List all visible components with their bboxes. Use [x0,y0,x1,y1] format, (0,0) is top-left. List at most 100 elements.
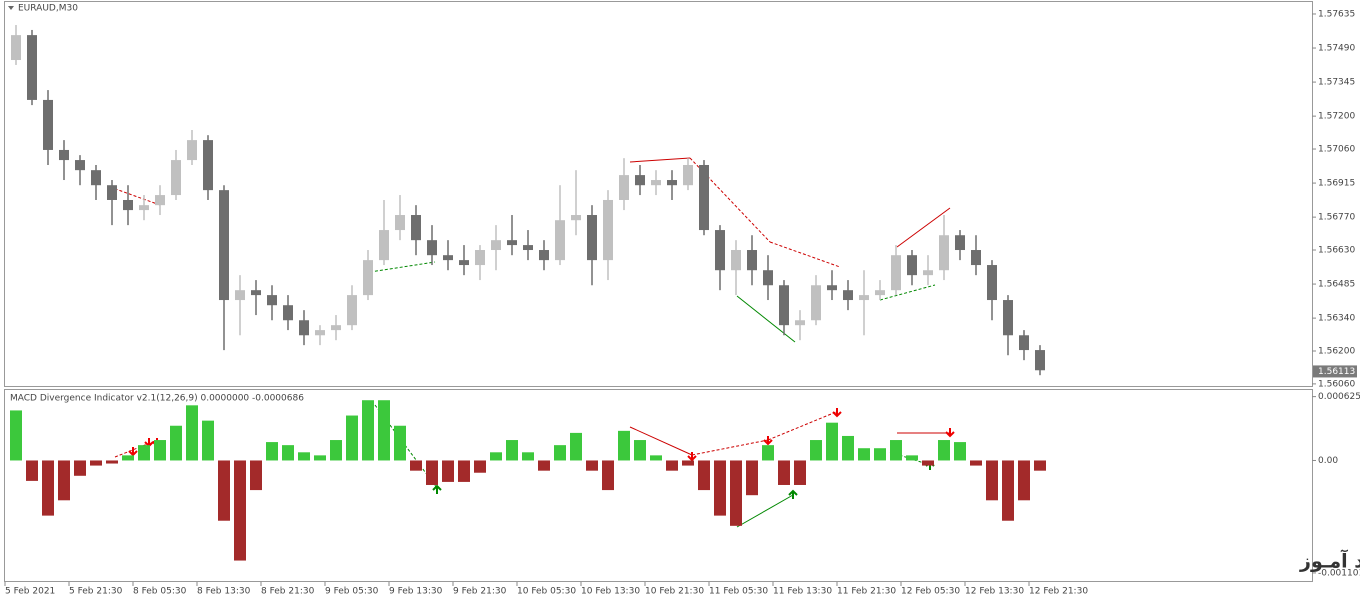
histogram-bar [314,455,326,461]
histogram-bar [474,460,486,473]
watermark: انتشار در وبسایت سـود آمـوز [1299,549,1360,573]
x-tick-label: 9 Feb 21:30 [453,587,507,597]
histogram-bar [858,448,870,461]
symbol-title: EURAUD,M30 [18,4,78,14]
candle-body [507,240,517,246]
histogram-bar [10,410,22,461]
candle-body [651,180,661,186]
div-line [769,241,841,268]
candle-body [571,215,581,221]
candle-body [427,240,437,256]
histogram-bar [842,435,854,461]
buy-arrow [432,484,442,494]
candle-body [955,235,965,251]
x-tick-label: 10 Feb 13:30 [581,587,640,597]
histogram-bar [154,440,166,461]
candle-body [267,295,277,306]
histogram-bar [634,440,646,461]
candle-body [987,265,997,301]
div-line [879,284,936,301]
y-tick-label: 0.00 [1318,456,1338,466]
histogram-bar [490,452,502,461]
price-panel [4,1,1313,387]
buy-arrow [788,489,798,499]
y-tick-label: 1.56770 [1318,213,1355,223]
last-price-label: 1.56113 [1318,367,1355,377]
histogram-bar [170,425,182,461]
div-line [736,295,796,343]
histogram-bar [298,452,310,461]
candle-body [219,190,229,301]
histogram-bar [618,430,630,461]
candle-body [715,230,725,271]
indicator-title: MACD Divergence Indicator v2.1(12,26,9) … [10,394,304,404]
histogram-bar [506,440,518,461]
histogram-bar [122,455,134,461]
histogram-bar [826,422,838,461]
candle-body [603,199,613,261]
histogram-bar [282,445,294,461]
histogram-bar [362,400,374,461]
histogram-bar [586,460,598,471]
candle-body [91,170,101,186]
y-tick-label: -0.001101 [1318,568,1360,578]
histogram-bar [794,460,806,485]
candle-body [971,250,981,266]
histogram-bar [1002,460,1014,521]
histogram-bar [874,448,886,461]
x-tick-label: 12 Feb 05:30 [901,587,960,597]
x-tick-label: 8 Feb 13:30 [197,587,251,597]
candle-body [635,175,645,186]
candle-body [523,245,533,251]
div-line [629,157,691,163]
div-line [109,186,161,206]
div-line [691,439,769,456]
histogram-bar [42,460,54,516]
histogram-bar [602,460,614,491]
histogram-bar [266,442,278,461]
sell-arrow [687,452,697,462]
sell-arrow [832,408,842,418]
candle-body [43,99,53,150]
macd-panel [4,389,1313,582]
candle-body [379,230,389,261]
candle-body [315,330,325,336]
histogram-bar [666,460,678,471]
histogram-bar [330,440,342,461]
candle-body [923,270,933,276]
histogram-bar [458,460,470,482]
candle-body [827,285,837,291]
dropdown-icon [8,6,14,10]
candle-body [747,250,757,271]
y-tick-label: 1.56915 [1318,179,1355,189]
candle-body [123,199,133,211]
candle-body [907,255,917,276]
histogram-bar [410,460,422,471]
histogram-bar [714,460,726,516]
x-tick-label: 5 Feb 2021 [5,587,55,597]
histogram-bar [538,460,550,471]
histogram-bar [346,415,358,461]
candle-body [491,240,501,251]
histogram-bar [778,460,790,485]
candle-body [171,160,181,196]
histogram-bar [954,442,966,461]
y-tick-label: 1.57635 [1318,9,1355,19]
candle-body [411,215,421,241]
histogram-bar [250,460,262,491]
x-tick-label: 11 Feb 21:30 [837,587,896,597]
candle-body [763,270,773,286]
histogram-bar [1034,460,1046,471]
candle-body [59,149,69,161]
candle-body [475,250,485,266]
candle-body [443,255,453,261]
histogram-bar [74,460,86,476]
sell-arrow [945,428,955,438]
histogram-bar [378,400,390,461]
histogram-bar [682,460,694,466]
histogram-bar [106,460,118,464]
div-line [896,207,951,248]
last-price-box [1313,365,1357,378]
